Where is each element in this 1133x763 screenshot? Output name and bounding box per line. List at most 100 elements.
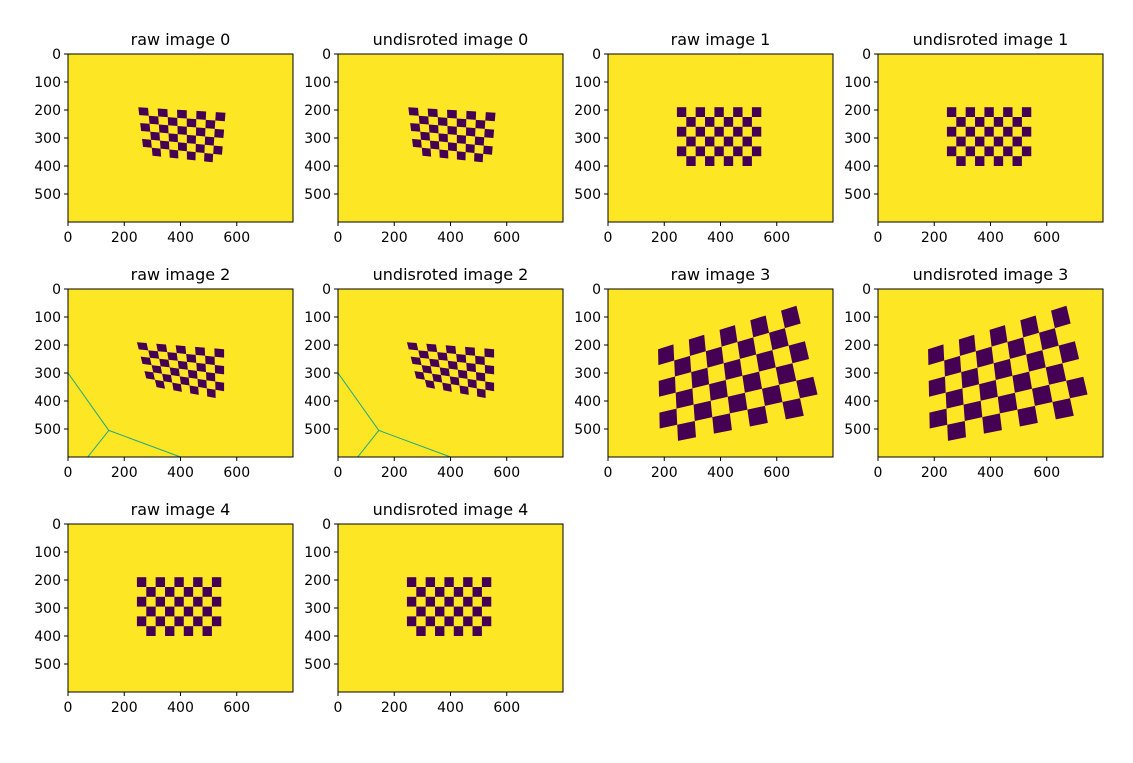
checker-square	[1032, 384, 1053, 406]
checker-square	[775, 363, 797, 385]
checker-square	[425, 616, 436, 627]
checker-square	[138, 107, 149, 116]
checker-square	[705, 346, 724, 368]
panel-title: undisroted image 4	[373, 500, 529, 519]
checker-square	[751, 146, 762, 157]
y-tick-label: 400	[574, 394, 601, 410]
y-tick-label: 0	[592, 282, 601, 298]
y-tick-label: 300	[304, 601, 331, 617]
x-tick-label: 400	[977, 465, 1004, 481]
checker-square	[193, 616, 203, 627]
checker-square	[179, 376, 190, 386]
checker-square	[435, 606, 445, 617]
checker-square	[762, 384, 783, 406]
image-content	[136, 577, 222, 636]
y-tick-label: 100	[34, 75, 61, 91]
checker-square	[420, 131, 430, 141]
checker-square	[742, 117, 752, 127]
checker-square	[946, 146, 957, 157]
checker-square	[183, 606, 194, 617]
checker-square	[993, 136, 1004, 147]
image-area	[68, 524, 293, 692]
y-tick-label: 0	[52, 282, 61, 298]
checker-square	[168, 133, 178, 143]
checker-square	[466, 110, 477, 120]
checker-square	[449, 376, 460, 386]
checker-square	[982, 413, 1002, 434]
checker-square	[946, 126, 957, 137]
checker-square	[429, 140, 440, 150]
image-content	[658, 305, 818, 441]
checker-square	[733, 146, 743, 157]
checker-square	[416, 606, 426, 617]
checker-square	[956, 136, 966, 147]
checker-square	[215, 381, 225, 392]
checker-square	[406, 342, 419, 351]
x-tick-label: 0	[64, 230, 73, 246]
checker-square	[211, 616, 222, 627]
checker-square	[428, 124, 439, 134]
checker-square	[737, 337, 757, 359]
y-tick-label: 400	[304, 629, 331, 645]
y-tick-label: 0	[52, 47, 61, 63]
checker-square	[177, 109, 187, 119]
checker-square	[989, 325, 1008, 347]
checker-square	[475, 355, 485, 365]
checker-square	[442, 382, 452, 392]
y-tick-label: 100	[304, 545, 331, 561]
checker-square	[712, 413, 732, 434]
y-tick-label: 500	[574, 422, 601, 438]
x-tick-label: 400	[437, 230, 464, 246]
checker-square	[158, 124, 169, 134]
checker-square	[733, 107, 743, 117]
y-tick-label: 500	[34, 187, 61, 203]
checker-square	[723, 136, 734, 147]
x-tick-label: 600	[763, 465, 790, 481]
x-tick-label: 600	[763, 230, 790, 246]
checker-square	[159, 358, 170, 368]
checker-square	[1017, 405, 1038, 427]
checker-square	[177, 360, 188, 370]
checker-square	[140, 123, 151, 132]
y-tick-label: 400	[574, 159, 601, 175]
y-tick-label: 0	[52, 517, 61, 533]
checker-square	[445, 345, 457, 354]
checker-square	[945, 388, 964, 409]
y-tick-label: 500	[304, 187, 331, 203]
panel-title: raw image 4	[131, 500, 231, 519]
checker-square	[1007, 337, 1027, 359]
x-tick-label: 0	[334, 465, 343, 481]
checker-square	[426, 343, 438, 353]
image-area	[338, 289, 563, 457]
checker-square	[193, 577, 203, 587]
image-area	[68, 289, 293, 457]
x-tick-label: 0	[334, 700, 343, 716]
checker-square	[719, 325, 738, 347]
checker-square	[676, 146, 687, 157]
checker-square	[187, 369, 198, 379]
checker-square	[195, 346, 206, 356]
y-tick-label: 400	[34, 159, 61, 175]
image-area	[608, 54, 833, 222]
checker-square	[993, 156, 1004, 166]
y-tick-label: 500	[304, 422, 331, 438]
checker-square	[444, 596, 454, 607]
checker-square	[984, 146, 994, 157]
checker-square	[150, 131, 160, 141]
checker-square	[465, 127, 476, 137]
checker-square	[474, 136, 485, 146]
x-tick-label: 200	[651, 230, 678, 246]
checker-square	[781, 305, 801, 329]
checker-square	[676, 107, 687, 117]
y-tick-label: 100	[304, 310, 331, 326]
checker-square	[136, 596, 147, 607]
checker-square	[211, 577, 222, 587]
y-tick-label: 200	[844, 338, 871, 354]
panel-title: raw image 1	[671, 30, 771, 49]
checker-square	[705, 136, 715, 147]
checker-square	[175, 345, 187, 354]
checker-square	[675, 388, 694, 409]
x-tick-label: 600	[493, 465, 520, 481]
checker-square	[457, 369, 468, 379]
